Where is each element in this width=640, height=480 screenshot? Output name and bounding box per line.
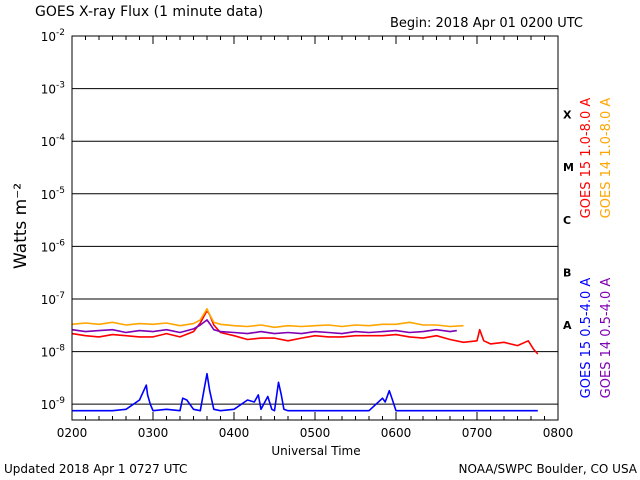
x-tick-label: 0200 xyxy=(57,426,88,440)
y-tick-label: 10-3 xyxy=(41,81,65,97)
flare-class-label: A xyxy=(563,319,572,332)
y-tick-label: 10-5 xyxy=(41,186,65,202)
y-tick-label: 10-9 xyxy=(41,396,66,412)
y-tick-label: 10-4 xyxy=(41,133,66,149)
flare-class-label: M xyxy=(563,161,574,174)
series-line-goes-15-0-5-4-0-a xyxy=(72,372,538,412)
legend-entry: GOES 14 0.5-4.0 A xyxy=(599,278,614,399)
legend-entry: GOES 15 1.0-8.0 A xyxy=(579,98,594,219)
flare-class-label: X xyxy=(563,109,572,122)
legend-entry: GOES 15 0.5-4.0 A xyxy=(579,278,594,399)
series-line-goes-15-1-0-8-0-a xyxy=(71,309,539,355)
begin-label: Begin: 2018 Apr 01 0200 UTC xyxy=(390,16,583,31)
x-tick-label: 0600 xyxy=(381,426,412,440)
plot-frame xyxy=(71,35,559,421)
y-axis-label: Watts m⁻² xyxy=(11,183,31,269)
y-tick-label: 10-6 xyxy=(41,238,66,254)
x-tick-label: 0500 xyxy=(300,426,331,440)
series-line-goes-14-1-0-8-0-a xyxy=(71,307,464,329)
y-tick-label: 10-8 xyxy=(41,344,66,360)
chart-title: GOES X-ray Flux (1 minute data) xyxy=(35,4,263,20)
series-line-goes-14-0-5-4-0-a xyxy=(71,319,457,335)
updated-label: Updated 2018 Apr 1 0727 UTC xyxy=(4,462,187,476)
x-tick-label: 0800 xyxy=(543,426,574,440)
y-tick-label: 10-2 xyxy=(41,28,65,44)
y-tick-label: 10-7 xyxy=(41,291,65,307)
x-tick-label: 0400 xyxy=(219,426,250,440)
x-axis-label: Universal Time xyxy=(271,444,360,458)
x-tick-label: 0300 xyxy=(138,426,169,440)
credit-label: NOAA/SWPC Boulder, CO USA xyxy=(459,462,638,476)
flare-class-label: B xyxy=(563,266,571,279)
x-tick-label: 0700 xyxy=(462,426,493,440)
legend-entry: GOES 14 1.0-8.0 A xyxy=(599,98,614,219)
flare-class-label: C xyxy=(563,214,571,227)
